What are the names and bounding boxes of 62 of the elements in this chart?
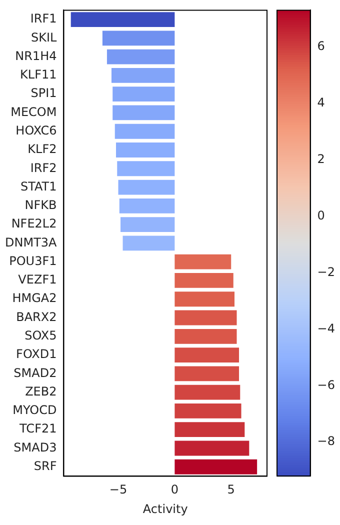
y-tick-label: MYOCD — [12, 403, 57, 418]
x-tick-label: 0 — [170, 482, 179, 497]
y-tick-label: STAT1 — [20, 179, 57, 194]
bar — [174, 422, 245, 438]
y-tick-label: SPI1 — [30, 86, 57, 100]
y-tick-label: HMGA2 — [12, 291, 57, 306]
color-bar-label: −8 — [317, 434, 336, 448]
y-tick-label: ZEB2 — [25, 384, 57, 398]
color-bar-label: 2 — [317, 152, 325, 166]
color-bar-label: −4 — [317, 321, 336, 336]
y-tick-label: POU3F1 — [9, 254, 57, 268]
bar — [174, 459, 258, 474]
bar — [119, 198, 175, 214]
bar — [111, 68, 175, 83]
bar — [102, 30, 175, 46]
y-tick-label: NR1H4 — [15, 48, 57, 63]
y-tick-label: KLF11 — [20, 68, 57, 82]
bar — [174, 328, 237, 344]
y-tick-label: SMAD2 — [14, 366, 57, 380]
color-bar-label: 0 — [317, 208, 325, 222]
bar — [174, 384, 240, 400]
bar — [174, 366, 240, 382]
y-tick-label: BARX2 — [16, 310, 57, 324]
y-tick-label: VEZF1 — [18, 272, 57, 287]
bar — [120, 217, 175, 232]
color-bar-label: −6 — [317, 378, 336, 392]
bar — [174, 348, 240, 362]
color-bar-label: −2 — [317, 264, 336, 279]
y-tick-label: DNMT3A — [4, 235, 58, 250]
y-tick-label: NFKB — [24, 198, 57, 212]
x-tick-label: 5 — [227, 482, 235, 497]
bar — [122, 236, 175, 251]
bar — [174, 310, 237, 326]
bar — [174, 254, 232, 270]
y-tick-label: IRF1 — [30, 12, 57, 26]
y-tick-label: SKIL — [31, 30, 58, 44]
bar — [117, 161, 175, 176]
bar — [174, 404, 242, 418]
x-tick-label: −5 — [109, 482, 128, 497]
color-bar-label: 6 — [317, 39, 325, 54]
bar — [174, 292, 234, 307]
bar — [112, 105, 175, 120]
y-tick-label: NFE2L2 — [11, 216, 57, 231]
bar — [114, 124, 175, 139]
y-tick-label: SMAD3 — [14, 440, 57, 454]
bar — [112, 86, 175, 102]
y-tick-label: KLF2 — [28, 142, 57, 156]
bar — [70, 12, 175, 27]
bar — [106, 49, 175, 64]
y-tick-label: SRF — [34, 459, 57, 474]
y-tick-label: SOX5 — [24, 328, 57, 343]
y-tick-label: MECOM — [10, 104, 57, 119]
y-tick-label: HOXC6 — [16, 123, 57, 138]
bar — [174, 440, 250, 456]
y-tick-label: FOXD1 — [16, 347, 57, 362]
color-bar-label: 4 — [317, 95, 325, 110]
bar — [118, 180, 175, 195]
x-axis-title: Activity — [142, 502, 188, 516]
y-tick-label: IRF2 — [30, 160, 57, 175]
bar — [116, 142, 175, 158]
bar — [174, 273, 234, 288]
y-tick-label: TCF21 — [18, 422, 57, 436]
